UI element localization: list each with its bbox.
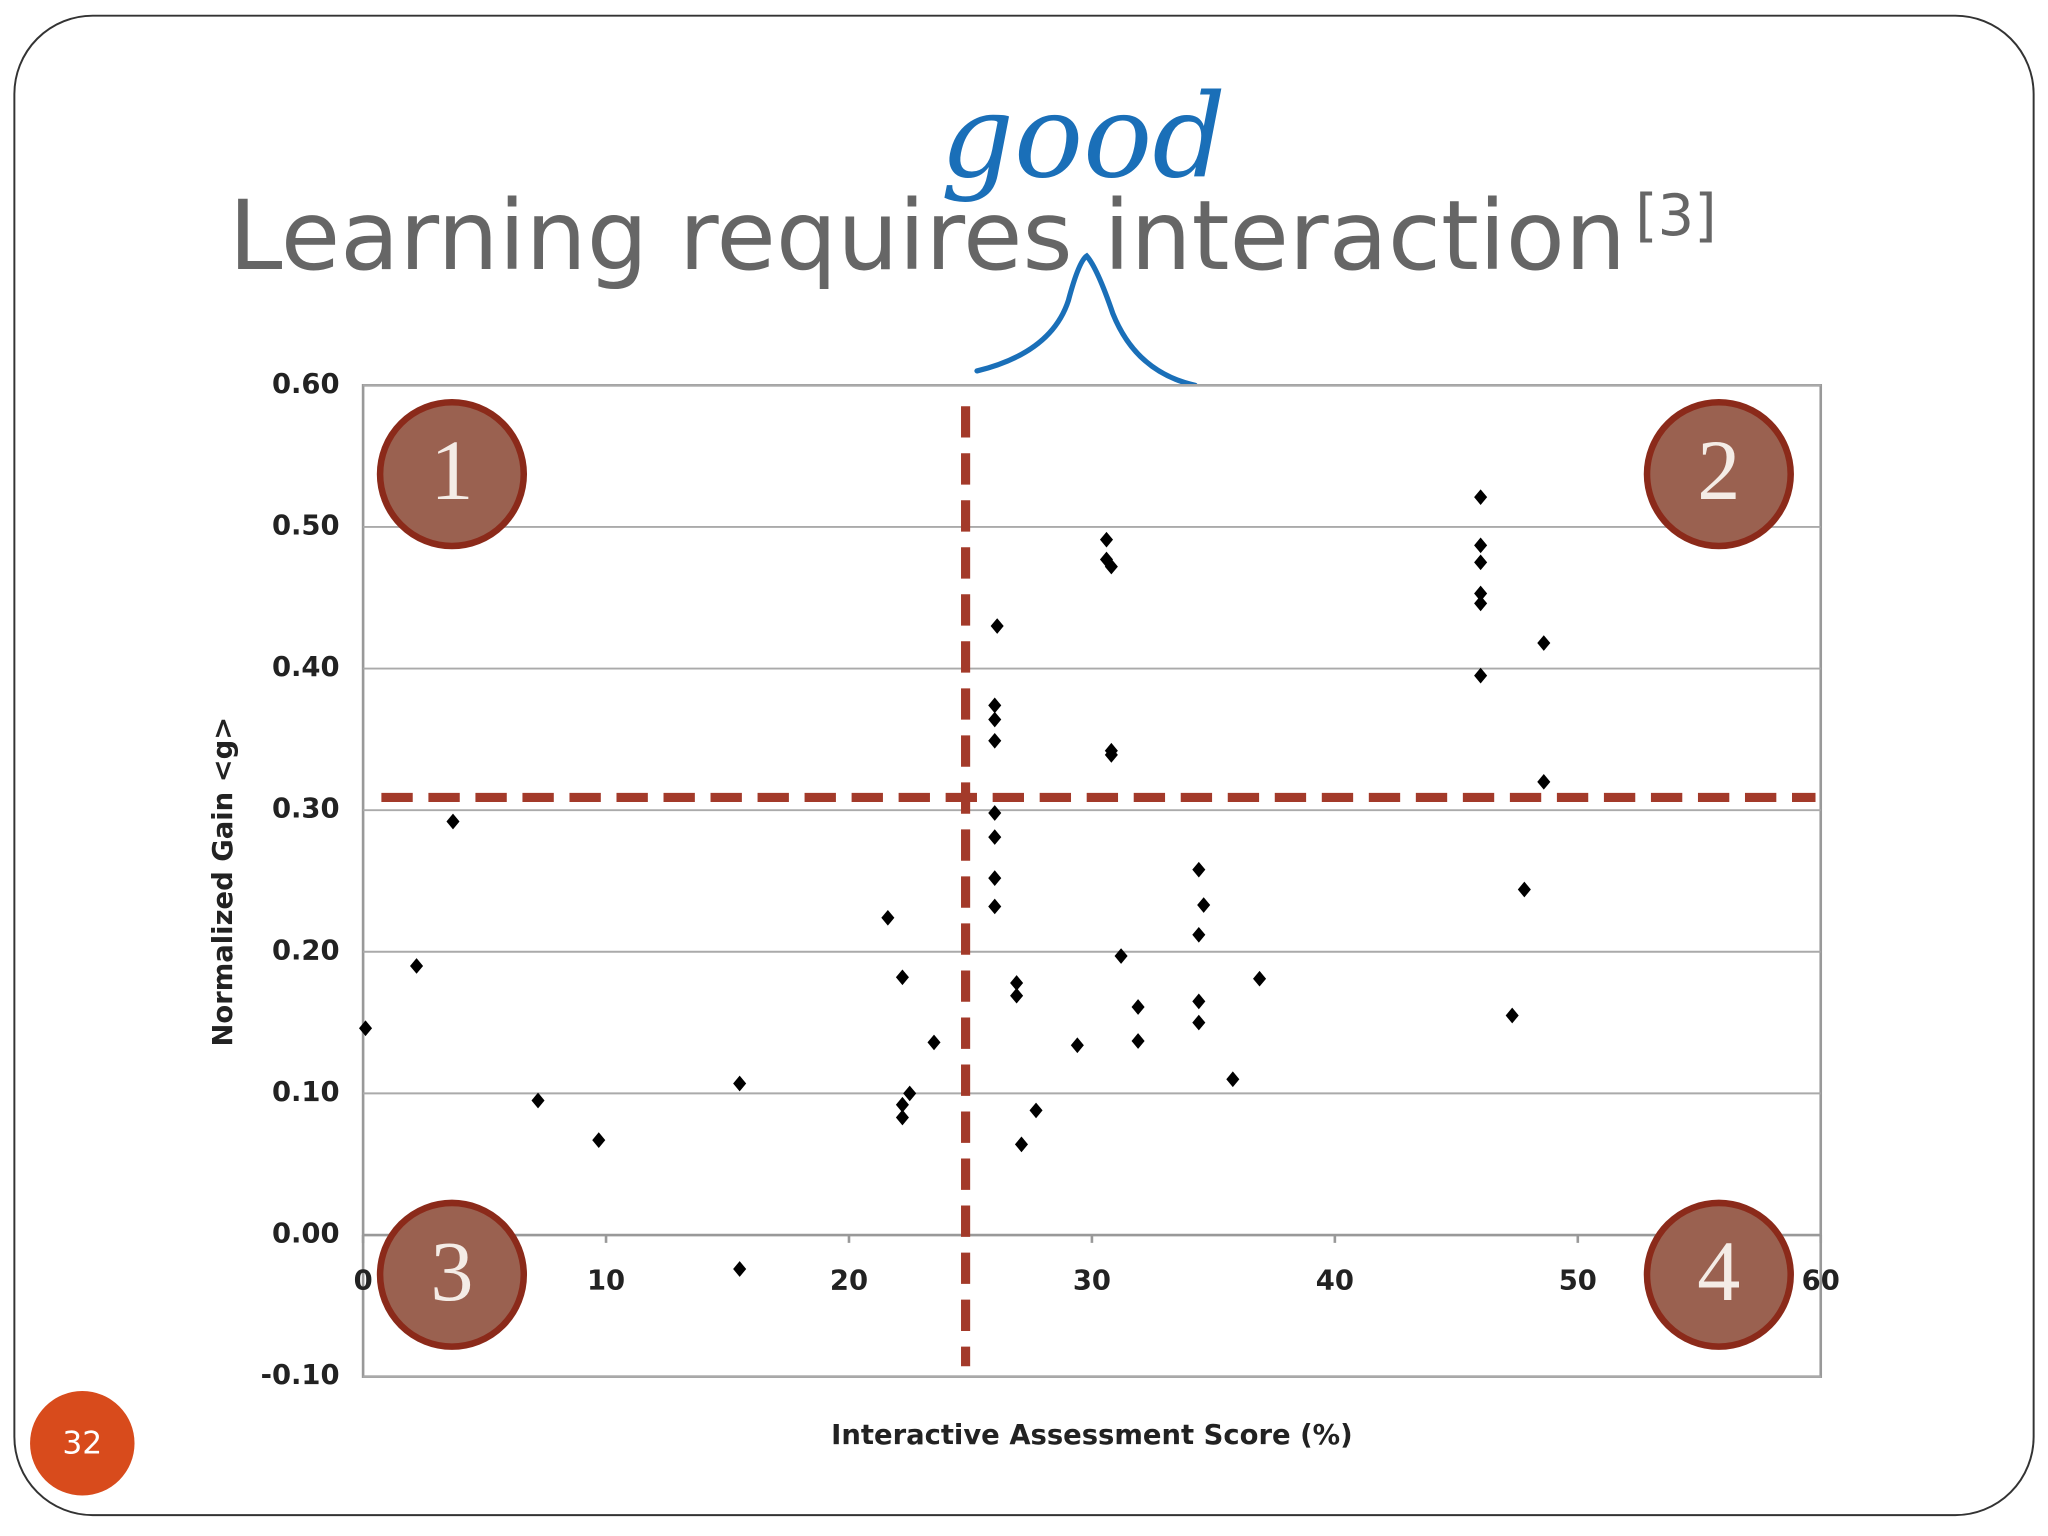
data-point <box>1131 999 1145 1015</box>
quadrant-badge <box>1643 399 1794 550</box>
x-tick-label: 20 <box>830 1266 868 1297</box>
y-tick-label: 0.60 <box>272 369 340 400</box>
quadrant-label: 3 <box>430 1223 473 1319</box>
data-point <box>988 898 1002 915</box>
quadrant-badge <box>376 399 528 550</box>
x-tick-label: 10 <box>587 1266 625 1297</box>
quadrant-badge <box>1643 1199 1794 1350</box>
page-badge <box>30 1391 135 1496</box>
data-point <box>446 813 460 830</box>
data-point <box>988 829 1002 845</box>
data-point <box>1104 747 1118 763</box>
data-point <box>1010 975 1024 991</box>
y-tick-label: 0.10 <box>272 1077 340 1108</box>
x-tick-label: 60 <box>1802 1266 1840 1297</box>
x-tick-label: 50 <box>1559 1266 1597 1297</box>
plot: -0.10 0.00 0.10 0.20 0.30 0.40 0.50 0.60 0 10 20 30… <box>261 369 1840 1391</box>
quadrant-badge <box>376 1199 528 1350</box>
y-tick-label: 0.40 <box>272 652 340 683</box>
data-point <box>1192 926 1206 943</box>
data-point <box>895 969 909 986</box>
handwritten-annotation: good <box>940 70 1226 204</box>
annotation-brace <box>974 252 1198 388</box>
data-point <box>1226 1071 1240 1088</box>
y-axis-title: Normalized Gain <g> <box>208 717 239 1047</box>
y-tick-label: 0.30 <box>272 794 340 825</box>
quadrant-label: 1 <box>430 422 473 518</box>
quadrant-label: 2 <box>1697 422 1740 518</box>
quadrant-label: 4 <box>1697 1223 1740 1319</box>
plot-area <box>361 383 1823 1378</box>
data-point <box>895 1109 909 1126</box>
data-point <box>1505 1007 1519 1024</box>
data-point <box>988 711 1002 728</box>
y-tick-label: 0.00 <box>272 1219 340 1250</box>
data-point <box>988 697 1002 714</box>
x-tick-label: 0 <box>354 1266 373 1297</box>
x-tick-label: 30 <box>1073 1266 1111 1297</box>
x-tick-label: 40 <box>1316 1266 1354 1297</box>
y-tick-label: 0.20 <box>272 935 340 966</box>
data-point <box>1010 987 1024 1004</box>
x-axis-title: Interactive Assessment Score (%) <box>831 1420 1352 1451</box>
data-point <box>733 1261 747 1277</box>
y-tick-label: -0.10 <box>261 1360 340 1391</box>
data-point <box>988 870 1002 886</box>
data-point <box>410 958 424 974</box>
slide-title: Learning requires interaction <box>229 179 1627 292</box>
title-reference: [3] <box>1635 182 1716 249</box>
y-tick-label: 0.50 <box>272 510 340 541</box>
data-point <box>988 732 1002 749</box>
data-point <box>881 909 895 926</box>
page-number: 32 <box>62 1426 102 1462</box>
